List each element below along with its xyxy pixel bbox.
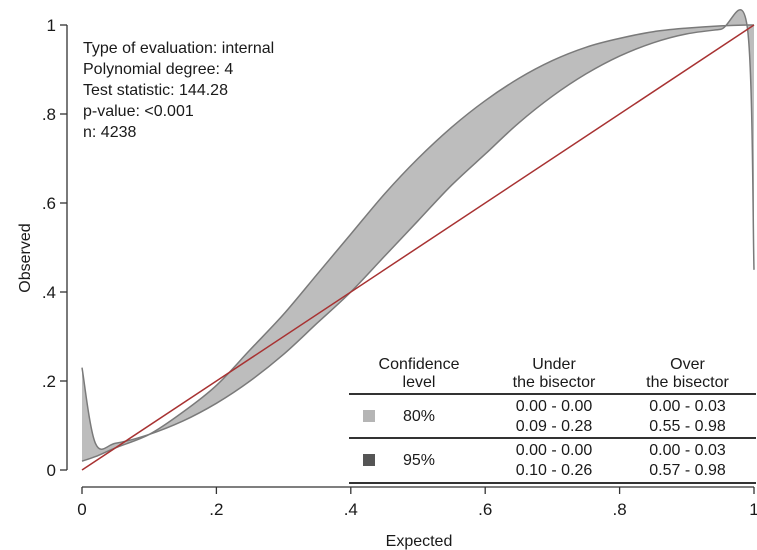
header-level-text: level: [402, 374, 436, 391]
under-95-row1: 0.00 - 0.00: [515, 442, 593, 459]
header-over-bisector-text: the bisector: [646, 374, 729, 391]
level-80: 80%: [402, 408, 436, 425]
level-95: 95%: [402, 452, 436, 469]
x-tick-label: 0: [77, 500, 86, 519]
bisector-line: [81, 24, 755, 471]
swatch-80: [363, 410, 375, 422]
axes-layer: 0 .2 .4 .6 .8 1 0 .2 .4 .6 .8 1: [42, 16, 757, 519]
y-tick-label: 1: [47, 16, 56, 35]
over-80-row1: 0.00 - 0.03: [649, 398, 726, 415]
p-value-text: p-value: <0.001: [83, 103, 194, 120]
header-confidence-text: Confidence: [378, 356, 460, 373]
y-tick-label: .4: [42, 283, 56, 302]
band-upper-edge: [81, 24, 755, 462]
under-95-row2: 0.10 - 0.26: [515, 462, 593, 479]
over-95-row1: 0.00 - 0.03: [649, 442, 726, 459]
stats-block: Type of evaluation: internal Polynomial …: [83, 38, 274, 143]
swatch-95: [363, 454, 375, 466]
table-rule-bottom: [349, 482, 756, 484]
header-under-bisector-text: the bisector: [512, 374, 596, 391]
table-rule-top: [349, 393, 756, 395]
x-tick-label: .4: [344, 500, 358, 519]
bisector-layer: [81, 24, 755, 471]
x-axis-title: Expected: [386, 533, 453, 550]
header-under-text: Under: [532, 356, 576, 373]
header-under-bisector: Under the bisector: [489, 356, 619, 392]
x-tick-label: .6: [478, 500, 492, 519]
over-80-row2: 0.55 - 0.98: [649, 418, 726, 435]
y-axis-title: Observed: [17, 223, 34, 292]
under-80-row2: 0.09 - 0.28: [515, 418, 593, 435]
over-95-row2: 0.57 - 0.98: [649, 462, 726, 479]
confidence-band-layer: [81, 9, 755, 462]
y-tick-label: .2: [42, 372, 56, 391]
header-over-bisector: Over the bisector: [619, 356, 756, 392]
sample-size-text: n: 4238: [83, 124, 137, 141]
polynomial-degree-text: Polynomial degree: 4: [83, 61, 234, 78]
evaluation-type-text: Type of evaluation: internal: [83, 40, 275, 57]
x-tick-label: .8: [613, 500, 627, 519]
test-statistic-text: Test statistic: 144.28: [83, 82, 228, 99]
under-80-row1: 0.00 - 0.00: [515, 398, 593, 415]
y-tick-label: 0: [47, 461, 56, 480]
header-confidence-level: Confidence level: [349, 356, 489, 392]
band-lower-edge: [81, 9, 755, 450]
x-tick-label: .2: [209, 500, 223, 519]
header-over-text: Over: [670, 356, 705, 373]
x-tick-label: 1: [749, 500, 757, 519]
table-rule-middle: [349, 437, 756, 439]
y-tick-label: .6: [42, 194, 56, 213]
y-tick-label: .8: [42, 105, 56, 124]
